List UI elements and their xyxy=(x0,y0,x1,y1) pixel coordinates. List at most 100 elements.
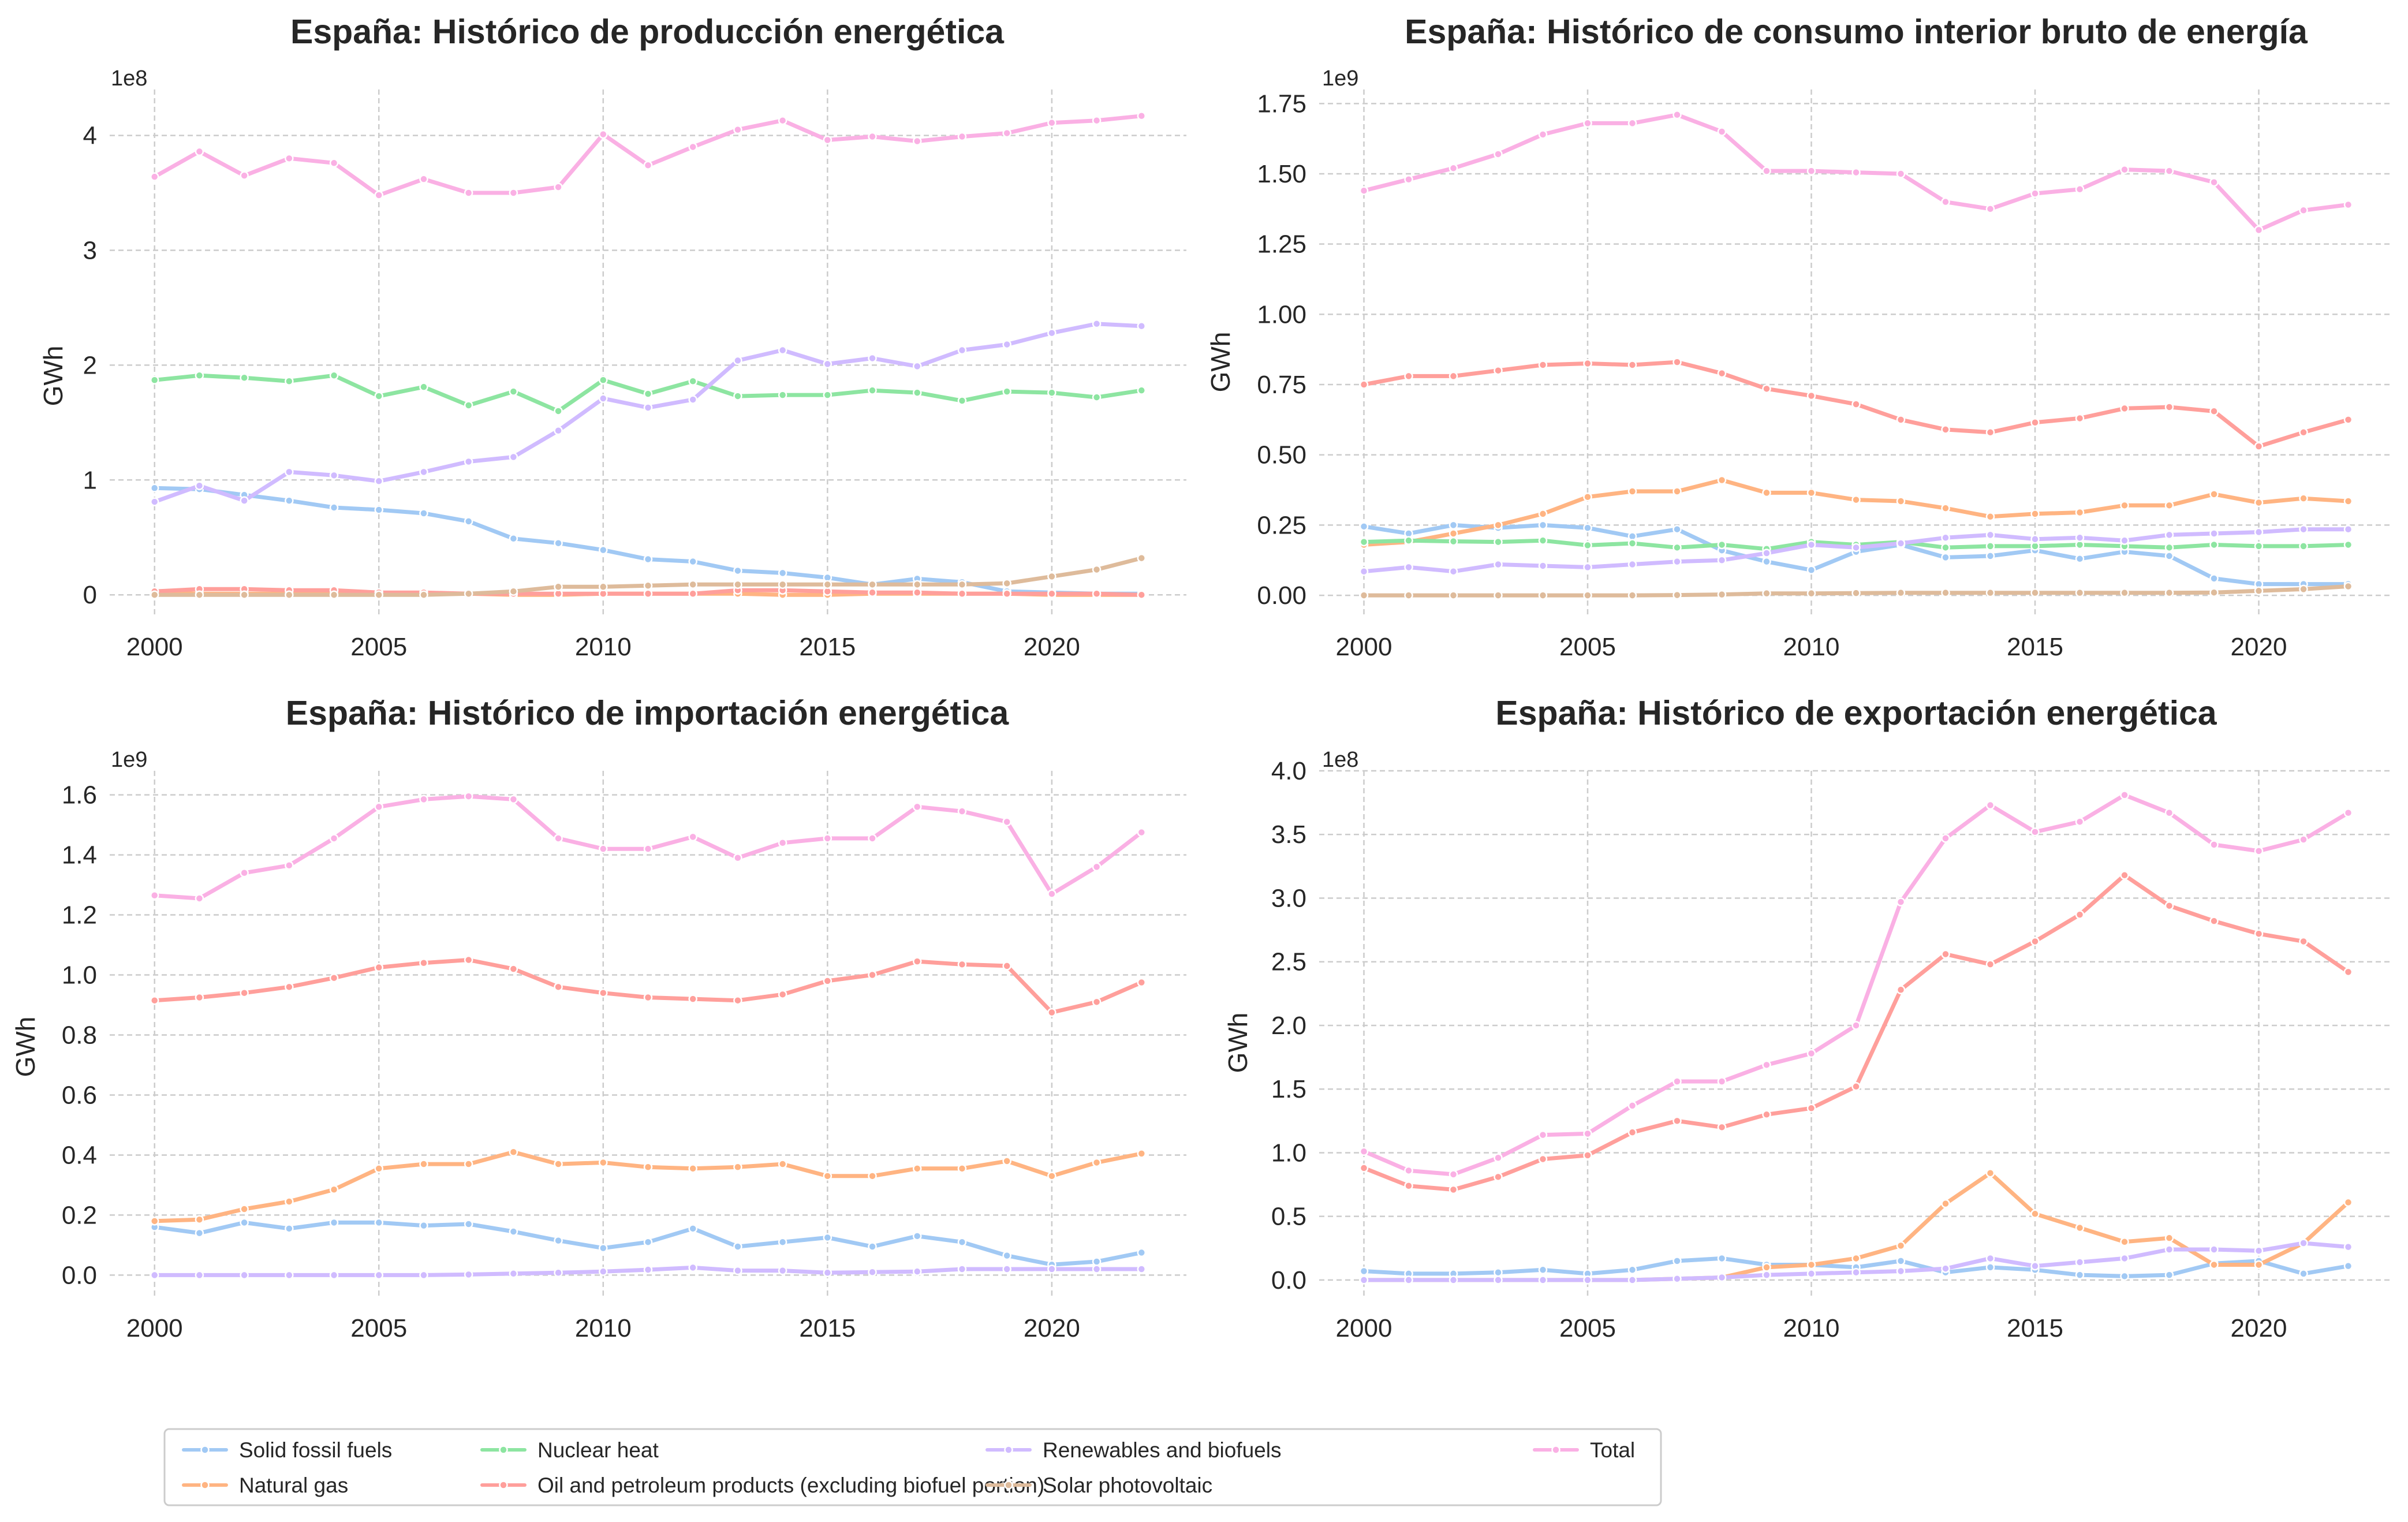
imports-point-renewables-and-biofuels xyxy=(240,1270,249,1280)
legend-label: Total xyxy=(1590,1438,1635,1462)
consumption-point-total xyxy=(1627,118,1637,128)
production-point-solar-photovoltaic xyxy=(464,589,473,598)
legend-label: Renewables and biofuels xyxy=(1043,1438,1281,1462)
consumption-point-solar-photovoltaic xyxy=(2299,584,2308,594)
exports-point-oil-and-petroleum-products-excluding-biofuel-portion xyxy=(1404,1181,1413,1191)
consumption-point-nuclear-heat xyxy=(1583,540,1592,550)
imports-y-tick-label: 0.6 xyxy=(62,1081,97,1109)
imports-point-oil-and-petroleum-products-excluding-biofuel-portion xyxy=(329,973,339,983)
consumption-point-natural-gas xyxy=(1896,497,1906,506)
production-point-oil-and-petroleum-products-excluding-biofuel-portion xyxy=(868,588,877,597)
consumption-point-renewables-and-biofuels xyxy=(1583,562,1592,572)
legend-item-solid-fossil-fuels: Solid fossil fuels xyxy=(182,1438,392,1462)
production-point-total xyxy=(913,136,922,146)
consumption-point-solar-photovoltaic xyxy=(2120,588,2129,598)
consumption-point-oil-and-petroleum-products-excluding-biofuel-portion xyxy=(2343,415,2353,424)
production-point-total xyxy=(599,129,608,139)
imports-point-renewables-and-biofuels xyxy=(509,1269,518,1278)
imports-point-renewables-and-biofuels xyxy=(599,1267,608,1276)
exports-point-oil-and-petroleum-products-excluding-biofuel-portion xyxy=(1672,1116,1682,1126)
consumption-point-natural-gas xyxy=(1806,488,1816,498)
imports-y-tick-label: 1.0 xyxy=(62,961,97,990)
consumption-point-nuclear-heat xyxy=(1404,536,1413,545)
imports-point-natural-gas xyxy=(1002,1157,1011,1166)
consumption-point-total xyxy=(2030,189,2040,198)
consumption-y-tick-label: 0.75 xyxy=(1257,371,1306,399)
imports-point-renewables-and-biofuels xyxy=(1092,1264,1102,1274)
imports-point-solid-fossil-fuels xyxy=(285,1224,294,1233)
imports-point-natural-gas xyxy=(374,1164,383,1173)
production-point-nuclear-heat xyxy=(554,406,563,416)
consumption-point-nuclear-heat xyxy=(2164,543,2174,553)
production-x-ticks: 2000 2005 2010 2015 2020 xyxy=(126,633,1080,661)
production-point-nuclear-heat xyxy=(1137,386,1147,395)
production-point-nuclear-heat xyxy=(868,386,877,395)
consumption-x-tick-label: 2005 xyxy=(1559,633,1616,661)
imports-point-natural-gas xyxy=(195,1215,204,1224)
consumption-point-total xyxy=(1985,204,1995,214)
production-chart-title: España: Histórico de producción energéti… xyxy=(290,13,1005,51)
exports-point-solid-fossil-fuels xyxy=(2164,1270,2174,1279)
consumption-point-oil-and-petroleum-products-excluding-biofuel-portion xyxy=(2254,442,2264,451)
imports-point-renewables-and-biofuels xyxy=(913,1267,922,1276)
exports-point-oil-and-petroleum-products-excluding-biofuel-portion xyxy=(1985,960,1995,969)
imports-point-total xyxy=(733,853,742,863)
imports-point-renewables-and-biofuels xyxy=(1137,1264,1147,1274)
consumption-point-renewables-and-biofuels xyxy=(1985,530,1995,540)
consumption-point-total xyxy=(1762,166,1771,176)
exports-offset-label: 1e8 xyxy=(1322,748,1358,772)
imports-point-oil-and-petroleum-products-excluding-biofuel-portion xyxy=(464,955,473,965)
production-point-renewables-and-biofuels xyxy=(733,356,742,365)
consumption-point-oil-and-petroleum-products-excluding-biofuel-portion xyxy=(1851,400,1861,409)
consumption-point-oil-and-petroleum-products-excluding-biofuel-portion xyxy=(2299,428,2308,437)
production-point-nuclear-heat xyxy=(688,376,697,386)
production-point-solid-fossil-fuels xyxy=(150,483,159,493)
production-point-solar-photovoltaic xyxy=(285,590,294,599)
exports-point-total xyxy=(1494,1153,1503,1163)
production-point-renewables-and-biofuels xyxy=(1002,340,1011,349)
imports-point-natural-gas xyxy=(913,1164,922,1173)
exports-point-total xyxy=(2254,846,2264,856)
legend-label: Solar photovoltaic xyxy=(1043,1473,1212,1497)
consumption-point-solar-photovoltaic xyxy=(1717,590,1727,599)
consumption-y-tick-label: 1.00 xyxy=(1257,300,1306,329)
production-point-renewables-and-biofuels xyxy=(868,353,877,363)
production-point-total xyxy=(285,154,294,163)
imports-point-solid-fossil-fuels xyxy=(957,1237,967,1247)
production-point-nuclear-heat xyxy=(285,376,294,386)
imports-point-total xyxy=(240,868,249,878)
consumption-point-oil-and-petroleum-products-excluding-biofuel-portion xyxy=(1806,391,1816,401)
exports-point-renewables-and-biofuels xyxy=(1404,1275,1413,1285)
imports-point-total xyxy=(688,832,697,842)
consumption-point-nuclear-heat xyxy=(1627,539,1637,548)
production-point-renewables-and-biofuels xyxy=(195,481,204,490)
production-point-total xyxy=(1047,118,1056,128)
consumption-point-solid-fossil-fuels xyxy=(1941,553,1950,562)
exports-point-renewables-and-biofuels xyxy=(1583,1275,1592,1285)
production-point-nuclear-heat xyxy=(419,382,428,391)
imports-y-tick-label: 1.6 xyxy=(62,781,97,810)
legend-label: Solid fossil fuels xyxy=(239,1438,392,1462)
consumption-point-natural-gas xyxy=(1627,487,1637,496)
production-y-tick-label: 1 xyxy=(83,466,97,494)
production-point-nuclear-heat xyxy=(957,396,967,405)
consumption-point-natural-gas xyxy=(2254,498,2264,508)
production-point-solid-fossil-fuels xyxy=(285,496,294,505)
production-point-oil-and-petroleum-products-excluding-biofuel-portion xyxy=(1137,590,1147,599)
exports-point-total xyxy=(1717,1077,1727,1086)
exports-point-solid-fossil-fuels xyxy=(2075,1270,2085,1279)
consumption-y-tick-label: 0.00 xyxy=(1257,581,1306,610)
consumption-point-natural-gas xyxy=(2299,494,2308,503)
exports-x-tick-label: 2005 xyxy=(1559,1314,1616,1342)
consumption-point-natural-gas xyxy=(2120,501,2129,510)
exports-y-tick-label: 3.5 xyxy=(1271,820,1306,849)
exports-point-total xyxy=(2343,808,2353,818)
exports-point-total xyxy=(2299,835,2308,844)
production-point-total xyxy=(1092,115,1102,125)
consumption-point-solid-fossil-fuels xyxy=(1448,520,1458,530)
exports-point-oil-and-petroleum-products-excluding-biofuel-portion xyxy=(1717,1122,1727,1132)
imports-point-solid-fossil-fuels xyxy=(913,1232,922,1241)
consumption-point-renewables-and-biofuels xyxy=(1941,533,1950,543)
imports-y-tick-label: 0.2 xyxy=(62,1201,97,1229)
production-point-solar-photovoltaic xyxy=(329,590,339,599)
